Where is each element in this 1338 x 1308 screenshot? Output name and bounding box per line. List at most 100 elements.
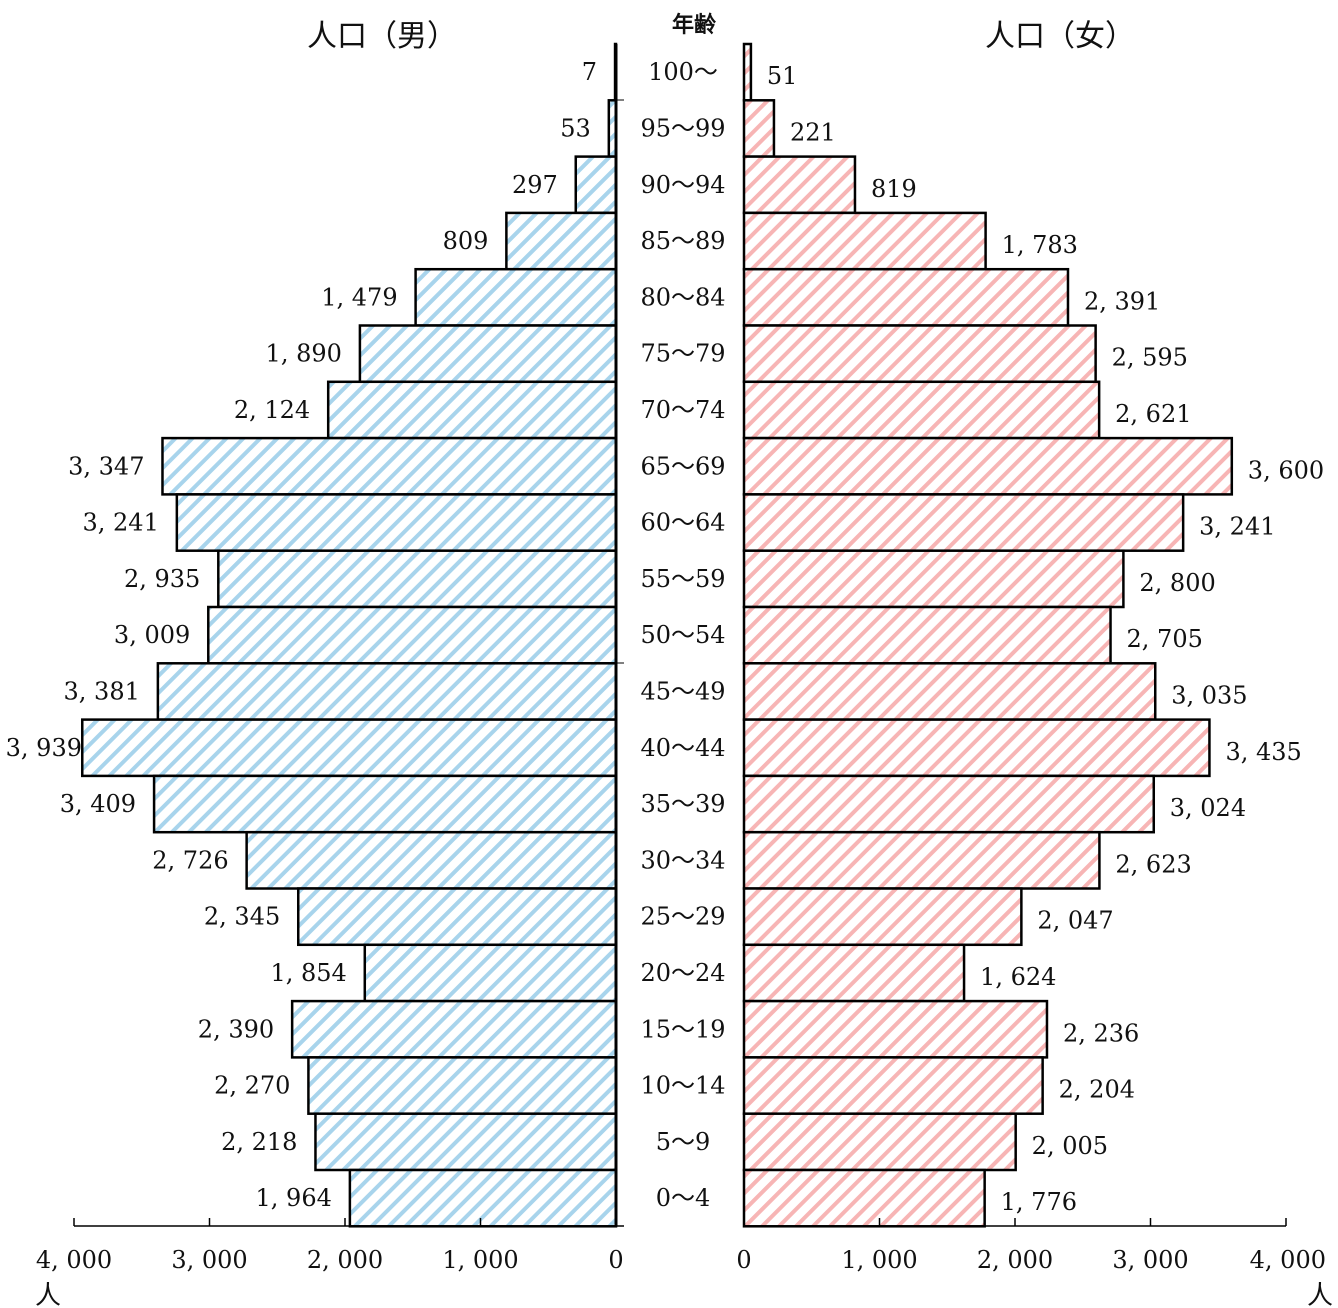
female-tick-label: 3, 000 xyxy=(1112,1246,1188,1274)
male-bar xyxy=(217,549,618,609)
male-value-label: 7 xyxy=(582,58,597,86)
age-labels: 100〜 95〜99 90〜94 85〜89 80〜84 75〜79 70〜74 65〜69 6… xyxy=(640,58,725,1212)
female-value-label: 1, 783 xyxy=(1002,231,1078,259)
age-group-label: 35〜39 xyxy=(640,790,725,818)
female-value-label: 2, 047 xyxy=(1037,907,1113,935)
female-value-label: 2, 005 xyxy=(1032,1132,1108,1160)
male-value-label: 1, 854 xyxy=(270,959,346,987)
male-value-label: 3, 241 xyxy=(83,509,159,537)
male-bar xyxy=(175,493,618,552)
female-bar xyxy=(742,774,1156,834)
male-value-labels: 7 53 297 809 1, 479 1, 890 2, 124 3, 347 3, 241 2… xyxy=(6,58,597,1212)
age-group-label: 10〜14 xyxy=(640,1072,725,1100)
male-bar xyxy=(574,155,618,215)
male-value-label: 809 xyxy=(443,227,489,255)
male-bar xyxy=(363,943,618,1003)
female-value-label: 1, 624 xyxy=(980,963,1056,991)
female-tick-label: 2, 000 xyxy=(977,1246,1053,1274)
male-value-label: 2, 270 xyxy=(214,1072,290,1100)
female-bar xyxy=(742,380,1101,440)
male-value-label: 1, 890 xyxy=(266,340,342,368)
male-value-label: 2, 345 xyxy=(204,903,280,931)
male-tick-label: 2, 000 xyxy=(307,1246,383,1274)
female-bar xyxy=(742,267,1070,327)
male-value-label: 2, 390 xyxy=(198,1015,274,1043)
male-bar xyxy=(414,267,618,327)
male-x-axis: 4, 000 3, 000 2, 000 1, 000 0 xyxy=(36,1218,624,1274)
female-unit-label: 人 xyxy=(1307,1281,1333,1308)
female-bar xyxy=(742,493,1185,552)
male-bar xyxy=(297,887,618,947)
male-bar xyxy=(348,1168,618,1228)
male-panel-title: 人口（男） xyxy=(307,19,457,54)
female-bar xyxy=(742,1112,1017,1172)
female-value-label: 2, 623 xyxy=(1115,850,1191,878)
male-value-label: 3, 381 xyxy=(64,677,140,705)
female-bar xyxy=(742,662,1157,721)
female-value-label: 3, 035 xyxy=(1171,681,1247,709)
female-value-label: 3, 024 xyxy=(1170,794,1246,822)
male-value-label: 297 xyxy=(512,171,558,199)
female-bar xyxy=(742,887,1023,947)
female-bar xyxy=(742,999,1049,1059)
female-value-label: 2, 236 xyxy=(1063,1019,1139,1047)
female-value-label: 3, 600 xyxy=(1248,456,1324,484)
male-bar xyxy=(326,380,618,440)
male-bar xyxy=(156,662,618,721)
age-group-label: 30〜34 xyxy=(640,846,725,874)
age-group-label: 80〜84 xyxy=(640,283,725,311)
female-bar xyxy=(742,436,1234,496)
male-value-label: 2, 218 xyxy=(221,1128,297,1156)
age-group-label: 85〜89 xyxy=(640,227,725,255)
male-bar xyxy=(81,718,618,778)
age-group-label: 90〜94 xyxy=(640,171,725,199)
male-tick-label: 4, 000 xyxy=(36,1246,112,1274)
female-bar xyxy=(742,211,987,271)
age-group-label: 100〜 xyxy=(648,58,718,86)
male-value-label: 3, 009 xyxy=(114,621,190,649)
male-value-label: 3, 347 xyxy=(68,452,144,480)
age-group-label: 50〜54 xyxy=(640,621,725,649)
age-group-label: 45〜49 xyxy=(640,677,725,705)
male-tick-label: 3, 000 xyxy=(171,1246,247,1274)
female-tick-label: 0 xyxy=(736,1246,751,1274)
female-value-label: 1, 776 xyxy=(1001,1188,1077,1216)
male-bars xyxy=(81,42,624,1228)
male-value-label: 2, 935 xyxy=(124,565,200,593)
female-bar xyxy=(742,99,776,158)
age-group-label: 15〜19 xyxy=(640,1015,725,1043)
male-bar xyxy=(290,999,618,1059)
age-group-label: 55〜59 xyxy=(640,565,725,593)
male-unit-label: 人 xyxy=(35,1281,61,1308)
age-axis-title: 年齢 xyxy=(672,12,717,38)
female-bar xyxy=(742,1056,1044,1115)
female-tick-label: 1, 000 xyxy=(841,1246,917,1274)
female-bar xyxy=(742,324,1097,384)
male-bar xyxy=(505,211,618,271)
female-bar xyxy=(742,830,1101,890)
age-group-label: 40〜44 xyxy=(640,734,725,762)
female-value-label: 2, 800 xyxy=(1139,569,1215,597)
male-bar xyxy=(307,1056,618,1115)
female-bar xyxy=(742,718,1211,778)
male-value-label: 3, 409 xyxy=(60,790,136,818)
female-value-label: 3, 241 xyxy=(1199,513,1275,541)
male-value-label: 2, 726 xyxy=(152,846,228,874)
female-value-label: 2, 705 xyxy=(1127,625,1203,653)
female-value-label: 2, 621 xyxy=(1115,400,1191,428)
female-bar xyxy=(742,605,1112,665)
age-group-label: 5〜9 xyxy=(656,1128,711,1156)
male-tick-label: 1, 000 xyxy=(442,1246,518,1274)
age-group-label: 95〜99 xyxy=(640,114,725,142)
age-group-label: 70〜74 xyxy=(640,396,725,424)
age-group-label: 65〜69 xyxy=(640,452,725,480)
age-group-label: 0〜4 xyxy=(656,1184,711,1212)
male-bar xyxy=(207,605,618,665)
female-value-label: 51 xyxy=(767,62,798,90)
female-value-label: 2, 204 xyxy=(1059,1076,1135,1104)
female-bar xyxy=(742,549,1125,609)
female-value-label: 3, 435 xyxy=(1225,738,1301,766)
age-group-label: 60〜64 xyxy=(640,509,725,537)
